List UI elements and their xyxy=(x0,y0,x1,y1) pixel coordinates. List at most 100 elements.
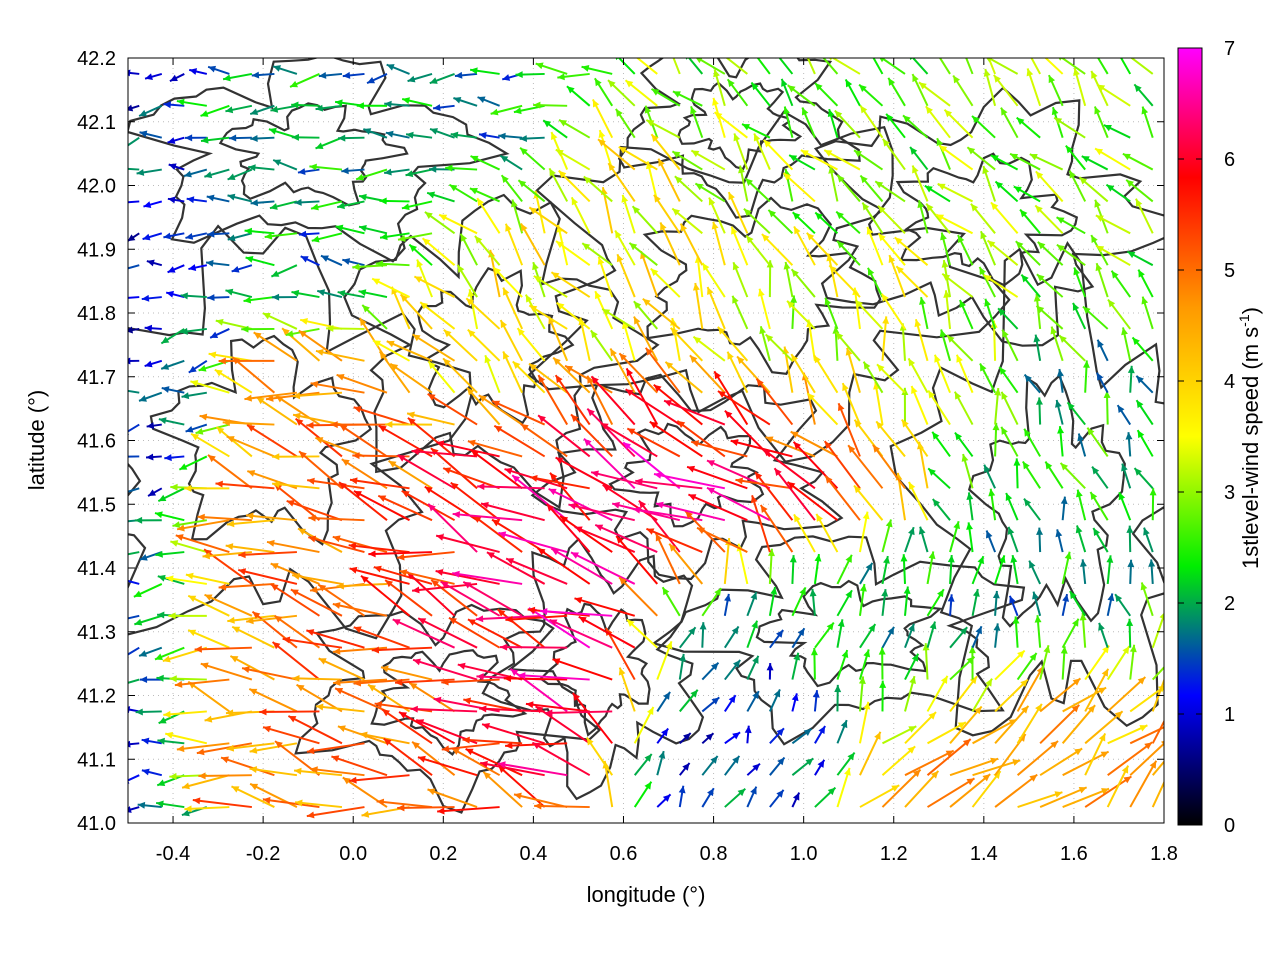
wind-arrow xyxy=(432,104,455,111)
y-tick-label: 41.2 xyxy=(77,686,116,708)
wind-arrow xyxy=(519,146,546,171)
wind-arrow xyxy=(417,755,478,777)
contour-line xyxy=(481,537,705,801)
wind-arrow xyxy=(462,736,523,745)
wind-arrow xyxy=(679,689,699,713)
wind-arrow xyxy=(1034,615,1042,648)
wind-arrow xyxy=(141,294,162,302)
wind-arrow xyxy=(389,362,433,394)
wind-arrow xyxy=(633,300,659,330)
wind-arrow xyxy=(1061,704,1096,744)
wind-arrow xyxy=(1022,460,1041,489)
wind-arrow xyxy=(824,297,839,330)
wind-arrow xyxy=(904,749,955,777)
wind-arrow xyxy=(259,708,320,716)
y-tick-label: 41.8 xyxy=(77,303,116,325)
wind-arrow xyxy=(128,646,140,659)
colorbar-tick-label: 4 xyxy=(1224,371,1235,393)
wind-arrow xyxy=(218,357,275,365)
wind-arrow xyxy=(231,785,275,808)
wind-arrow xyxy=(405,168,433,178)
wind-arrow xyxy=(291,289,320,299)
wind-arrow xyxy=(249,742,298,754)
wind-arrow xyxy=(226,519,275,528)
wind-arrow xyxy=(128,326,140,334)
wind-arrow xyxy=(790,295,798,329)
wind-arrow xyxy=(904,526,915,553)
wind-arrow xyxy=(570,551,636,585)
wind-arrow xyxy=(968,645,976,680)
wind-arrow xyxy=(813,553,822,585)
wind-arrow xyxy=(559,515,613,553)
wind-arrow xyxy=(581,242,613,266)
x-tick-label: 1.8 xyxy=(1150,843,1178,865)
wind-arrow xyxy=(1069,590,1087,617)
wind-arrow xyxy=(227,168,253,181)
wind-arrow xyxy=(990,201,1019,234)
wind-arrow xyxy=(730,226,749,266)
wind-arrow xyxy=(924,184,951,203)
wind-arrow xyxy=(442,357,478,394)
wind-arrow xyxy=(473,514,523,553)
wind-arrow xyxy=(1056,216,1086,235)
wind-arrow xyxy=(204,593,253,617)
y-tick-label: 42.2 xyxy=(77,48,116,70)
wind-arrow xyxy=(932,498,951,521)
wind-arrow xyxy=(940,232,952,266)
wind-arrow xyxy=(904,653,920,681)
wind-arrow xyxy=(353,626,410,649)
wind-arrow xyxy=(550,271,591,298)
wind-arrow xyxy=(769,629,784,649)
wind-arrow xyxy=(555,240,591,267)
wind-arrow xyxy=(583,175,613,203)
wind-arrow xyxy=(1058,58,1086,75)
wind-arrow xyxy=(435,534,500,554)
wind-arrow xyxy=(128,136,140,147)
wind-arrow xyxy=(914,318,929,362)
wind-arrow xyxy=(926,621,937,648)
wind-arrow xyxy=(1141,106,1154,138)
wind-arrow xyxy=(814,621,835,649)
wind-arrow xyxy=(735,477,793,490)
wind-arrow xyxy=(231,625,275,649)
x-tick-label: 1.6 xyxy=(1060,843,1088,865)
wind-arrow xyxy=(248,164,275,172)
wind-arrow xyxy=(448,616,501,649)
wind-arrow xyxy=(845,347,861,393)
wind-arrow xyxy=(154,646,185,661)
wind-arrow xyxy=(397,232,433,242)
wind-arrow xyxy=(628,242,658,266)
wind-arrow xyxy=(1072,302,1087,330)
wind-arrow xyxy=(137,801,162,809)
wind-arrow xyxy=(791,728,813,745)
wind-arrow xyxy=(1035,305,1064,330)
wind-arrow xyxy=(272,480,320,490)
wind-arrow xyxy=(133,583,163,598)
wind-arrow xyxy=(392,618,455,649)
wind-arrow xyxy=(128,296,140,302)
wind-arrow xyxy=(622,441,681,490)
wind-arrow xyxy=(143,200,163,208)
wind-arrow xyxy=(1036,273,1064,298)
wind-arrow xyxy=(349,566,410,585)
wind-arrow xyxy=(427,788,478,809)
wind-arrow xyxy=(1129,644,1137,680)
wind-arrow xyxy=(938,144,974,171)
wind-arrow xyxy=(310,381,365,394)
wind-arrow xyxy=(645,119,681,139)
wind-arrow xyxy=(503,675,568,682)
wind-arrow xyxy=(1149,488,1157,521)
wind-arrow xyxy=(783,106,794,138)
wind-arrow xyxy=(1084,710,1124,745)
wind-arrow xyxy=(859,731,882,776)
wind-arrow xyxy=(456,264,478,298)
wind-arrow xyxy=(881,316,890,361)
wind-arrow xyxy=(669,327,704,362)
wind-arrow xyxy=(244,391,298,402)
wind-arrow xyxy=(1118,491,1132,521)
wind-arrow xyxy=(147,487,163,497)
wind-arrow xyxy=(918,81,951,107)
wind-arrow xyxy=(1095,244,1131,267)
wind-arrow xyxy=(205,259,230,267)
wind-arrow xyxy=(882,138,906,171)
